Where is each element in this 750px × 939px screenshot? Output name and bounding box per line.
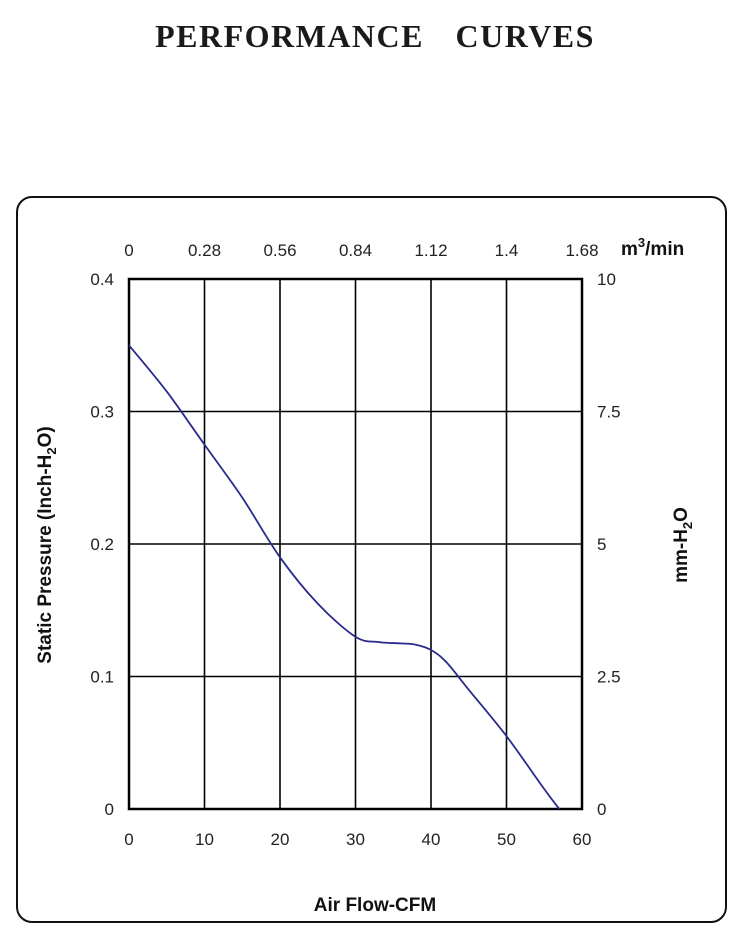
- x-tick-label: 40: [422, 830, 441, 849]
- x-tick-label: 60: [573, 830, 592, 849]
- x-axis-ticks-bottom: 0 10 20 30 40 50 60: [124, 830, 591, 849]
- y-tick-label-right: 2.5: [597, 668, 621, 687]
- y-tick-label-left: 0.2: [90, 535, 114, 554]
- plot-area: [127, 277, 584, 811]
- x-axis-label: Air Flow-CFM: [314, 895, 436, 916]
- y-tick-label-right: 0: [597, 800, 606, 819]
- top-x-tick-label: 0.84: [339, 241, 372, 260]
- y-tick-label-right: 10: [597, 270, 616, 289]
- y-tick-label-right: 5: [597, 535, 606, 554]
- top-x-tick-label: 0.56: [263, 241, 296, 260]
- top-axis-unit-label: m3/min: [621, 235, 684, 260]
- page-title: PERFORMANCE CURVES: [155, 18, 595, 54]
- x-axis-ticks-top: 0 0.28 0.56 0.84 1.12 1.4 1.68: [124, 241, 598, 260]
- y-tick-label-left: 0.3: [90, 403, 114, 422]
- y-tick-label-left: 0.4: [90, 270, 114, 289]
- x-tick-label: 30: [346, 830, 365, 849]
- y-tick-label-left: 0: [105, 800, 114, 819]
- y-axis-ticks-left: 0 0.1 0.2 0.3 0.4: [90, 270, 114, 819]
- top-x-tick-label: 0: [124, 241, 133, 260]
- y-axis-label-left: Static Pressure (Inch-H2O): [35, 426, 59, 663]
- top-x-tick-label: 1.68: [565, 241, 598, 260]
- x-tick-label: 20: [271, 830, 290, 849]
- y-axis-ticks-right: 0 2.5 5 7.5 10: [597, 270, 621, 819]
- grid-lines: [129, 279, 582, 809]
- y-tick-label-left: 0.1: [90, 668, 114, 687]
- y-axis-label-right: mm-H2O: [671, 507, 695, 583]
- top-x-tick-label: 1.4: [495, 241, 519, 260]
- y-tick-label-right: 7.5: [597, 403, 621, 422]
- x-tick-label: 0: [124, 830, 133, 849]
- top-x-tick-label: 1.12: [414, 241, 447, 260]
- top-x-tick-label: 0.28: [188, 241, 221, 260]
- chart-frame: [16, 196, 727, 923]
- x-tick-label: 50: [497, 830, 516, 849]
- x-tick-label: 10: [195, 830, 214, 849]
- series-line: [128, 344, 561, 810]
